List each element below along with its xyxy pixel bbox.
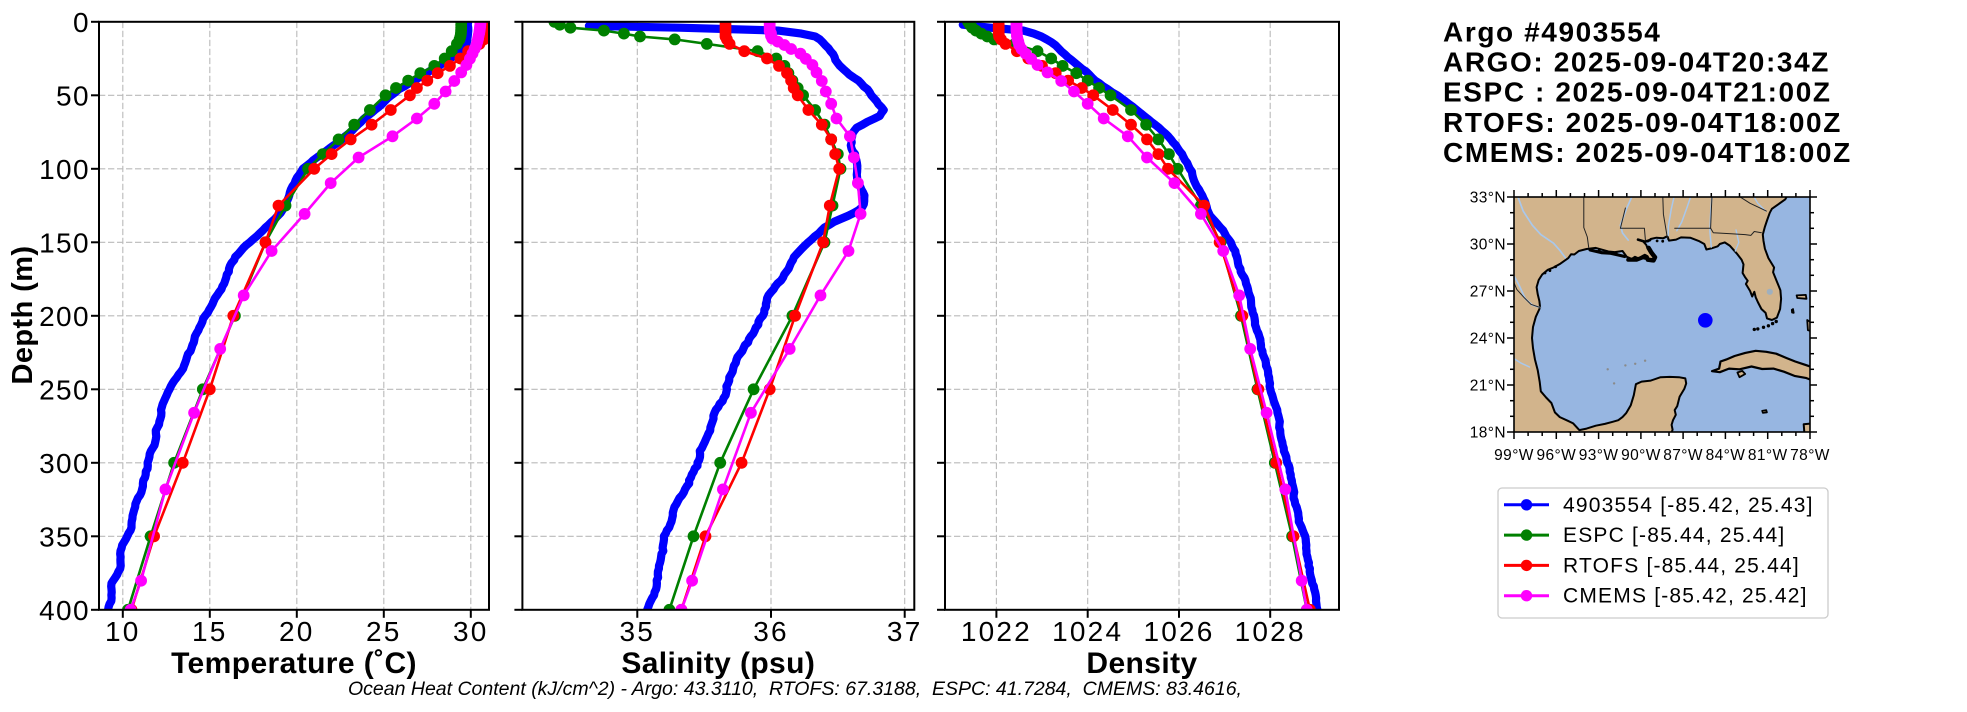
svg-text:78°W: 78°W bbox=[1790, 447, 1830, 464]
svg-text:37: 37 bbox=[887, 616, 923, 647]
svg-text:ESPC [-85.44, 25.44]: ESPC [-85.44, 25.44] bbox=[1563, 524, 1785, 547]
svg-text:350: 350 bbox=[39, 521, 90, 552]
svg-text:Argo #4903554: Argo #4903554 bbox=[1443, 17, 1661, 48]
svg-text:RTOFS: 2025-09-04T18:00Z: RTOFS: 2025-09-04T18:00Z bbox=[1443, 107, 1842, 138]
svg-text:CMEMS: 2025-09-04T18:00Z: CMEMS: 2025-09-04T18:00Z bbox=[1443, 137, 1852, 168]
svg-text:99°W: 99°W bbox=[1494, 447, 1534, 464]
svg-text:30°N: 30°N bbox=[1470, 237, 1506, 254]
svg-text:Salinity (psu): Salinity (psu) bbox=[621, 647, 815, 680]
svg-text:20: 20 bbox=[279, 616, 315, 647]
svg-text:96°W: 96°W bbox=[1536, 447, 1576, 464]
svg-text:Depth (m): Depth (m) bbox=[7, 246, 39, 385]
svg-text:30: 30 bbox=[453, 616, 489, 647]
svg-text:0: 0 bbox=[73, 7, 90, 38]
svg-text:300: 300 bbox=[39, 448, 90, 479]
svg-text:84°W: 84°W bbox=[1706, 447, 1746, 464]
svg-text:93°W: 93°W bbox=[1579, 447, 1619, 464]
svg-text:Temperature (˚C): Temperature (˚C) bbox=[171, 647, 417, 680]
svg-text:1026: 1026 bbox=[1143, 616, 1214, 647]
svg-text:1024: 1024 bbox=[1052, 616, 1123, 647]
svg-text:1028: 1028 bbox=[1235, 616, 1306, 647]
svg-text:50: 50 bbox=[56, 80, 90, 111]
svg-text:10: 10 bbox=[105, 616, 141, 647]
svg-text:81°W: 81°W bbox=[1748, 447, 1788, 464]
svg-text:36: 36 bbox=[753, 616, 789, 647]
svg-text:Ocean Heat Content (kJ/cm^2) -: Ocean Heat Content (kJ/cm^2) - Argo: 43.… bbox=[348, 678, 1242, 700]
svg-text:250: 250 bbox=[39, 374, 90, 405]
svg-text:24°N: 24°N bbox=[1470, 331, 1506, 348]
svg-text:87°W: 87°W bbox=[1663, 447, 1703, 464]
svg-text:200: 200 bbox=[39, 301, 90, 332]
svg-text:ARGO: 2025-09-04T20:34Z: ARGO: 2025-09-04T20:34Z bbox=[1443, 47, 1830, 78]
svg-text:1022: 1022 bbox=[961, 616, 1032, 647]
svg-text:35: 35 bbox=[620, 616, 656, 647]
svg-text:400: 400 bbox=[39, 595, 90, 626]
svg-text:RTOFS [-85.44, 25.44]: RTOFS [-85.44, 25.44] bbox=[1563, 554, 1800, 577]
svg-text:15: 15 bbox=[192, 616, 228, 647]
svg-text:18°N: 18°N bbox=[1470, 425, 1506, 442]
svg-text:Density: Density bbox=[1086, 647, 1197, 680]
svg-text:21°N: 21°N bbox=[1470, 378, 1506, 395]
svg-text:25: 25 bbox=[366, 616, 402, 647]
svg-text:90°W: 90°W bbox=[1621, 447, 1661, 464]
svg-text:100: 100 bbox=[39, 154, 90, 185]
svg-text:4903554 [-85.42, 25.43]: 4903554 [-85.42, 25.43] bbox=[1563, 494, 1814, 517]
svg-text:ESPC : 2025-09-04T21:00Z: ESPC : 2025-09-04T21:00Z bbox=[1443, 77, 1832, 108]
svg-text:CMEMS [-85.42, 25.42]: CMEMS [-85.42, 25.42] bbox=[1563, 585, 1808, 608]
svg-text:27°N: 27°N bbox=[1470, 284, 1506, 301]
svg-text:150: 150 bbox=[39, 227, 90, 258]
svg-text:33°N: 33°N bbox=[1470, 190, 1506, 207]
